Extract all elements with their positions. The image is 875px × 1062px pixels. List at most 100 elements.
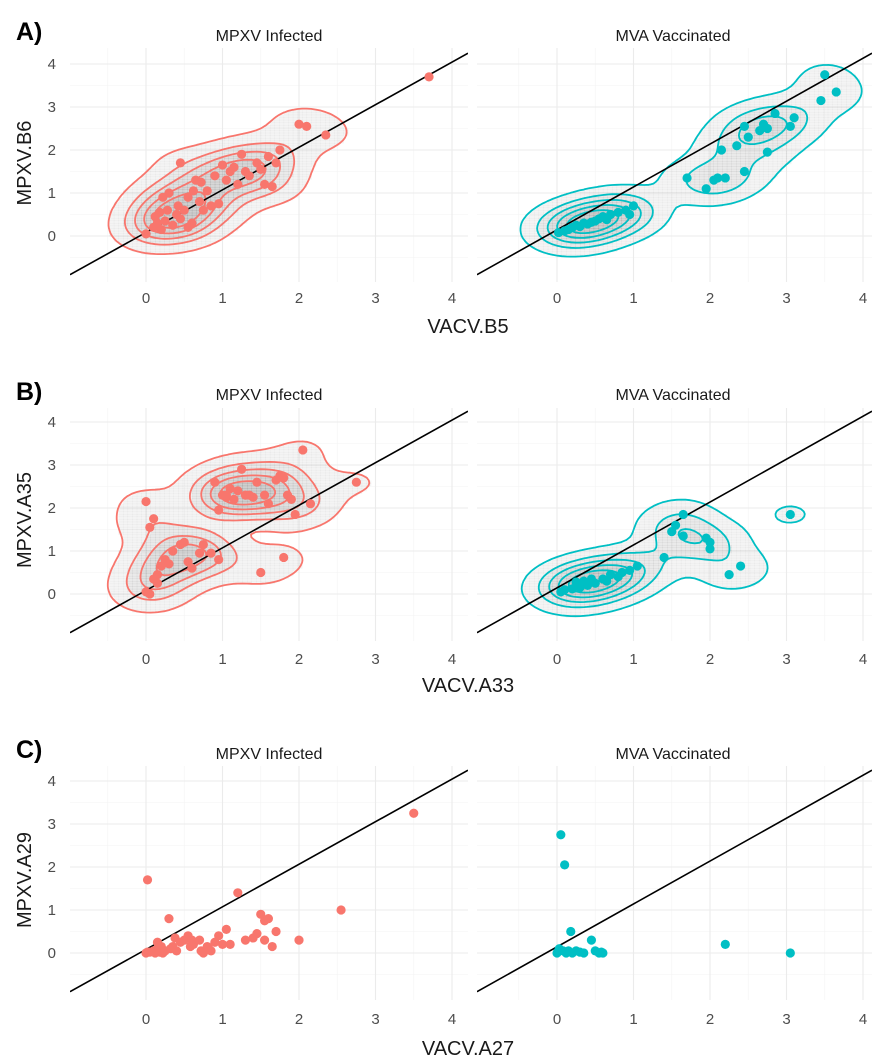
identity-line xyxy=(477,52,872,276)
data-point xyxy=(233,486,243,496)
data-point xyxy=(256,164,266,174)
density-contour-line xyxy=(134,150,281,240)
panel-c-vaccinated: 0 1 2 3 4 xyxy=(477,766,872,1028)
facet-title-c-vaccinated: MVA Vaccinated xyxy=(615,746,730,763)
facet-title-b-infected: MPXV Infected xyxy=(216,387,323,404)
density-contour-line xyxy=(536,105,809,249)
x-tick-label: 1 xyxy=(629,290,637,307)
data-point xyxy=(221,490,231,500)
data-point xyxy=(571,220,581,230)
data-point xyxy=(424,72,434,82)
data-point xyxy=(198,205,208,215)
y-tick-label: 1 xyxy=(48,185,56,202)
data-point xyxy=(632,561,642,571)
x-tick-label: 0 xyxy=(553,290,561,307)
x-tick-label: 2 xyxy=(706,290,714,307)
y-tick-label: 0 xyxy=(48,228,56,245)
density-contour-line xyxy=(125,461,321,601)
data-point xyxy=(155,207,165,217)
x-tick-label: 3 xyxy=(782,1011,790,1028)
x-tick-label: 4 xyxy=(448,651,456,668)
x-tick-label: 3 xyxy=(782,290,790,307)
data-point xyxy=(816,95,826,106)
y-axis-title-b: MPXV.A35 xyxy=(14,472,36,568)
data-point xyxy=(566,926,576,937)
data-point xyxy=(613,207,623,217)
data-point xyxy=(267,181,277,192)
data-point xyxy=(720,939,730,950)
data-point xyxy=(294,119,304,129)
data-point xyxy=(705,544,715,554)
data-point xyxy=(579,948,589,958)
data-point xyxy=(785,121,795,131)
data-point xyxy=(305,499,316,509)
data-point xyxy=(206,946,216,956)
data-point xyxy=(221,924,231,934)
data-point xyxy=(678,509,688,520)
panel-a-vaccinated: 0 1 2 3 4 xyxy=(477,48,872,307)
data-point xyxy=(145,522,155,532)
density-contour-line xyxy=(520,498,806,618)
data-point xyxy=(713,173,723,183)
x-tick-label: 3 xyxy=(371,1011,379,1028)
x-tick-label: 1 xyxy=(218,290,226,307)
data-point xyxy=(237,464,247,474)
data-point xyxy=(214,199,224,209)
data-point xyxy=(183,222,193,232)
x-tick-label: 4 xyxy=(859,290,867,307)
data-point xyxy=(290,509,300,520)
facet-title-a-vaccinated: MVA Vaccinated xyxy=(615,28,730,45)
data-point xyxy=(294,935,304,945)
data-point xyxy=(598,948,608,958)
data-point xyxy=(160,216,170,226)
data-point xyxy=(149,514,159,524)
y-axis-title-a: MPXV.B6 xyxy=(14,121,36,206)
data-point xyxy=(156,224,166,235)
facet-title-b-vaccinated: MVA Vaccinated xyxy=(615,387,730,404)
data-point xyxy=(705,537,715,548)
data-point xyxy=(168,546,178,556)
data-point xyxy=(172,946,182,956)
panel-a-infected: 0 1 2 3 4 0 1 2 3 4 xyxy=(48,48,468,307)
x-axis-title-a: VACV.B5 xyxy=(427,316,508,338)
x-tick-label: 4 xyxy=(448,290,456,307)
x-tick-label: 4 xyxy=(859,1011,867,1028)
data-point xyxy=(259,935,270,945)
data-point xyxy=(409,808,419,818)
data-point xyxy=(302,121,312,131)
data-point xyxy=(196,177,206,187)
x-tick-label: 2 xyxy=(706,1011,714,1028)
data-point xyxy=(210,171,220,181)
data-point xyxy=(263,914,273,924)
data-point xyxy=(275,145,285,155)
data-point xyxy=(336,905,346,915)
data-point xyxy=(682,173,692,183)
x-tick-label: 0 xyxy=(142,1011,150,1028)
y-tick-label: 0 xyxy=(48,586,56,603)
data-point xyxy=(736,561,746,571)
data-point xyxy=(244,171,254,181)
data-point xyxy=(267,941,277,952)
x-tick-label: 2 xyxy=(295,1011,303,1028)
data-point xyxy=(605,209,616,220)
data-point xyxy=(739,121,750,131)
y-axis-title-c: MPXV.A29 xyxy=(14,832,36,928)
data-point xyxy=(188,186,199,196)
data-point xyxy=(225,939,235,950)
density-contour-line xyxy=(537,513,731,609)
panel-b-infected: 0 1 2 3 4 0 1 2 3 4 xyxy=(48,408,468,668)
data-point xyxy=(183,192,193,202)
data-point xyxy=(141,229,151,239)
data-point xyxy=(162,205,173,215)
data-point xyxy=(263,499,273,509)
data-point xyxy=(556,830,566,840)
x-tick-label: 2 xyxy=(706,651,714,668)
x-tick-label: 0 xyxy=(142,651,150,668)
data-point xyxy=(720,173,730,183)
data-point xyxy=(628,201,639,211)
x-tick-label: 1 xyxy=(218,651,226,668)
data-point xyxy=(789,113,799,123)
data-point xyxy=(605,570,616,580)
data-point xyxy=(194,197,205,207)
